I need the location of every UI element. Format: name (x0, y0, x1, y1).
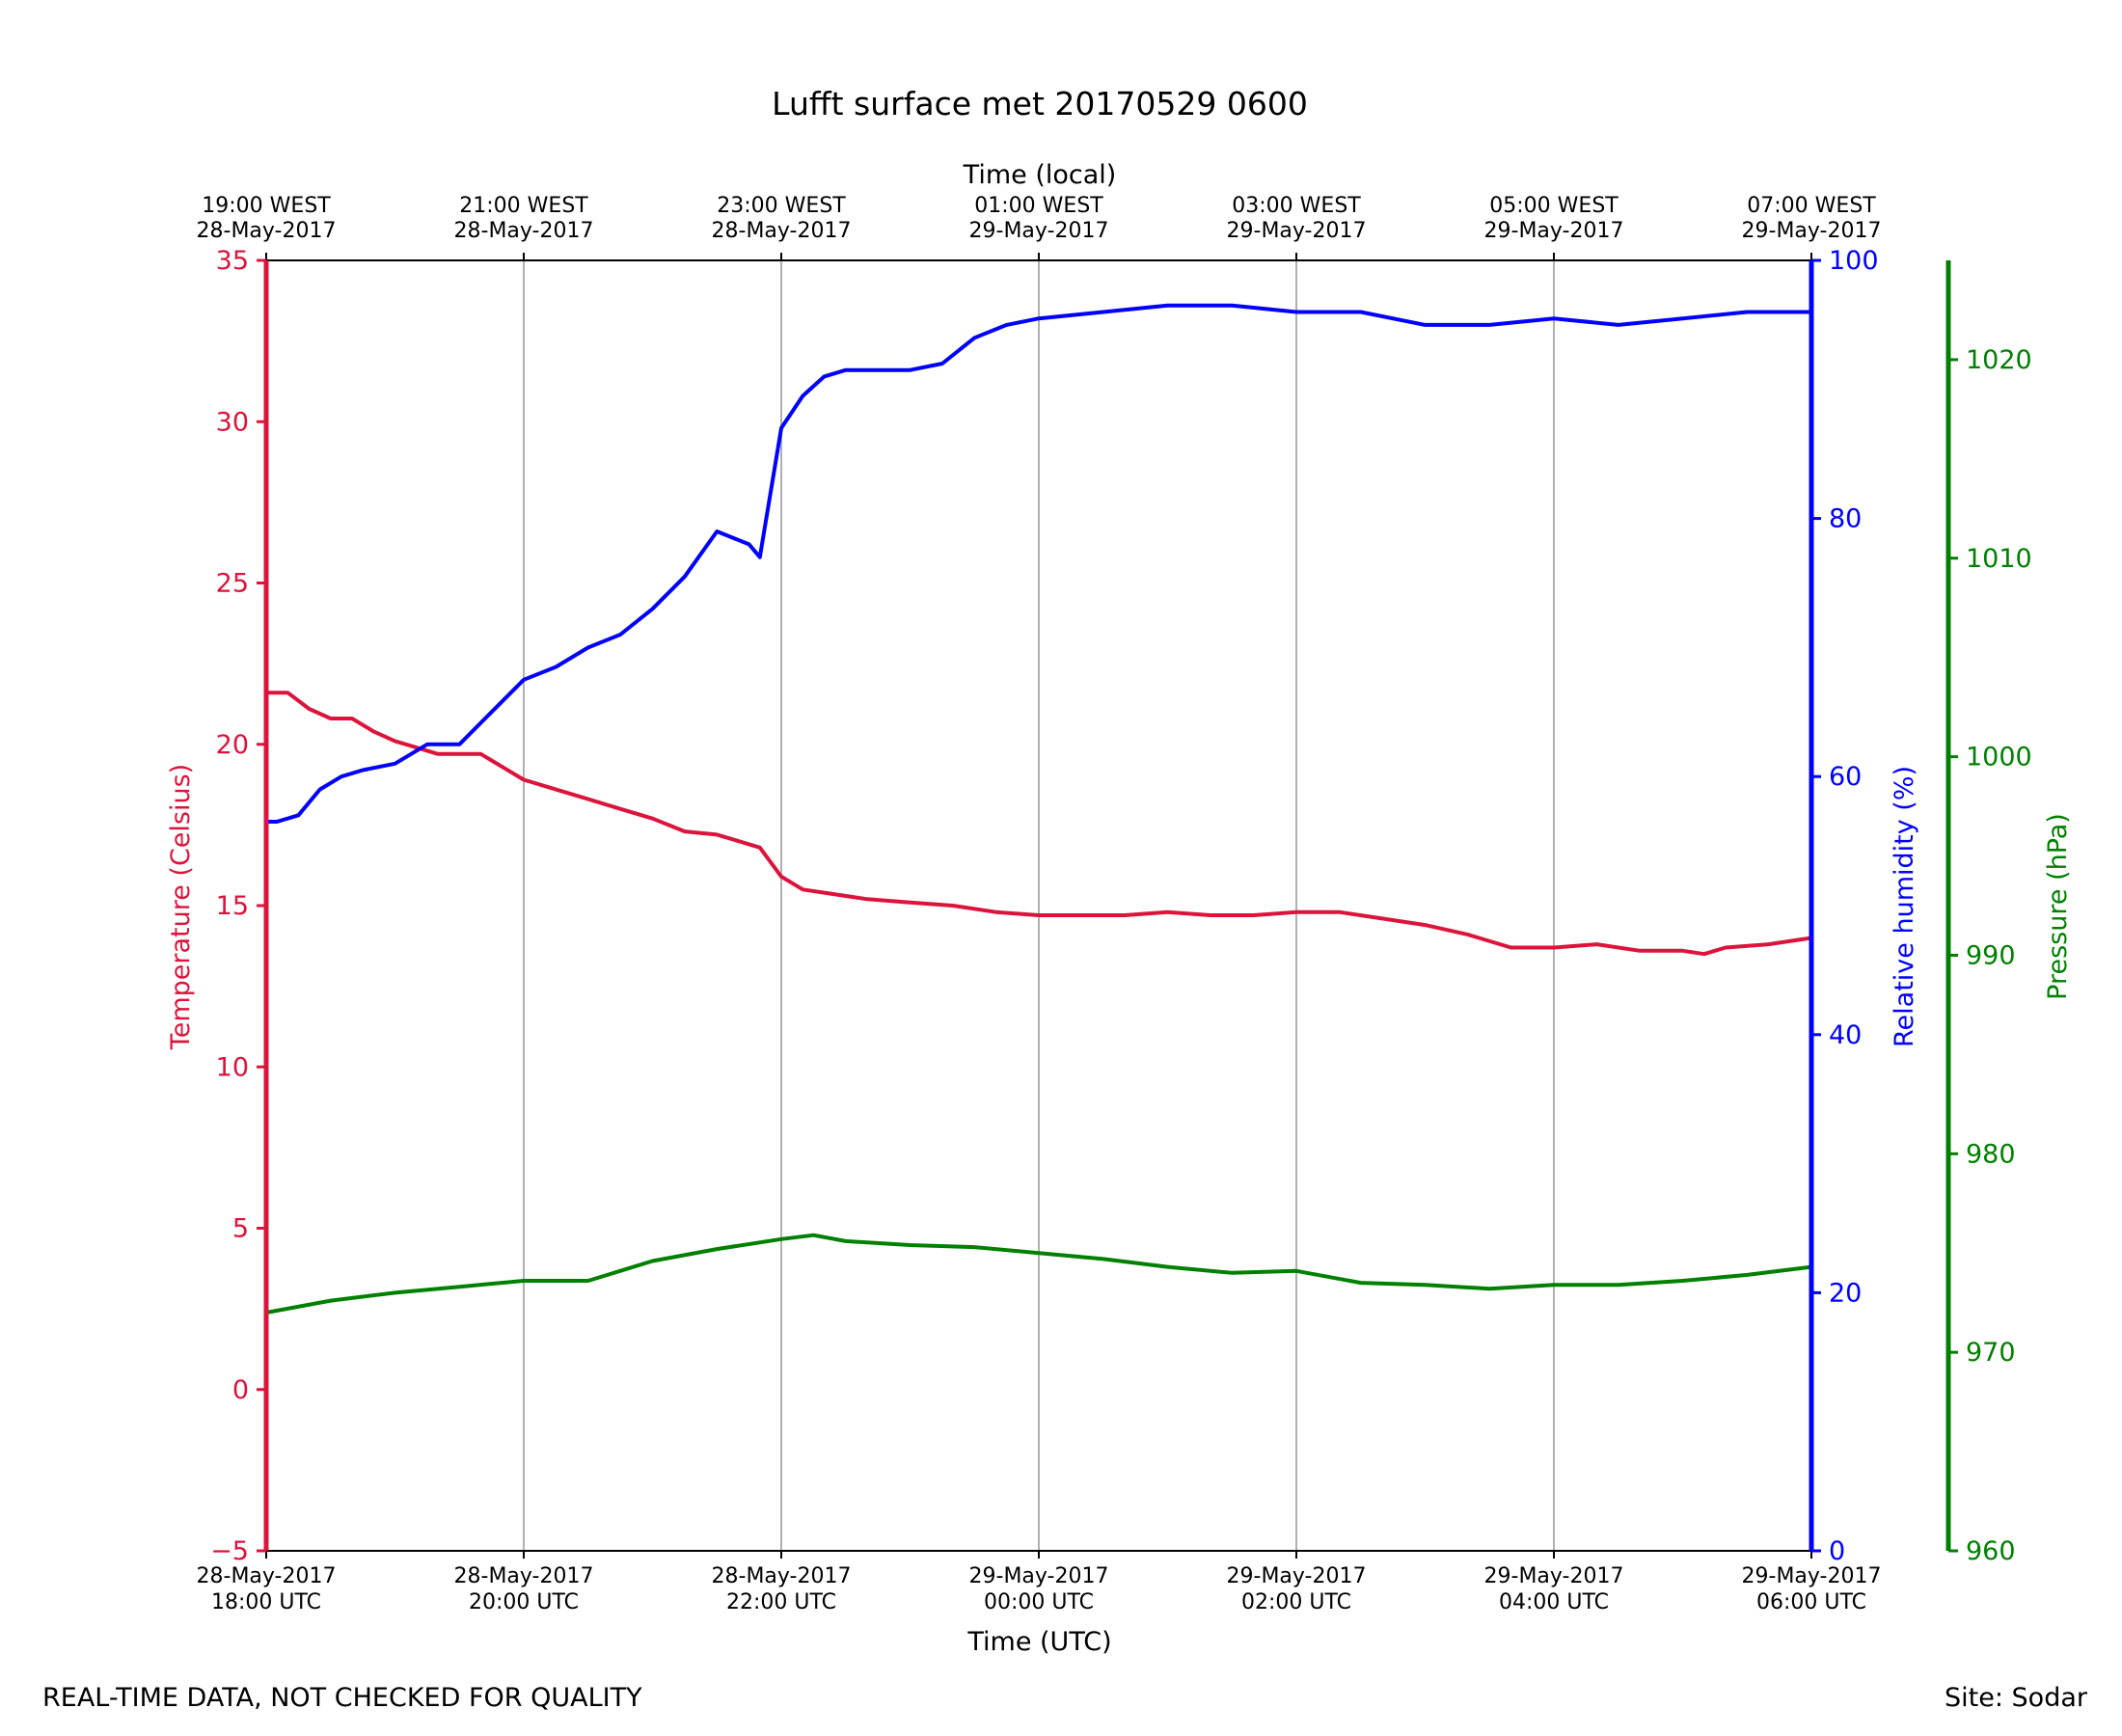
humidity-tick-label: 0 (1829, 1536, 1845, 1566)
pressure-tick-label: 1020 (1966, 345, 2032, 375)
series-lines (264, 303, 1813, 1315)
x-tick-label-local-date: 28-May-2017 (454, 219, 594, 243)
temperature-tick-label: 30 (216, 407, 249, 437)
pressure-tick-label: 990 (1966, 940, 2016, 970)
temperature-series-line (264, 691, 1813, 957)
temperature-tick-label: 10 (216, 1052, 249, 1082)
vertical-grid (523, 260, 1555, 1551)
humidity-tick-label: 40 (1829, 1020, 1862, 1050)
pressure-tick-label: 960 (1966, 1536, 2016, 1566)
temperature-tick-label: 25 (216, 569, 249, 599)
x-tick-label-utc-date: 29-May-2017 (1742, 1564, 1882, 1588)
humidity-series-line (264, 303, 1813, 824)
pressure-tick-label: 970 (1966, 1338, 2016, 1368)
temperature-tick-label: 15 (216, 891, 249, 921)
x-tick-label-local-time: 19:00 WEST (202, 194, 331, 218)
x-tick-label-local-time: 07:00 WEST (1747, 194, 1876, 218)
axes (257, 253, 1958, 1559)
x-tick-label-local-time: 01:00 WEST (974, 194, 1103, 218)
x-tick-label-local-date: 29-May-2017 (1484, 219, 1624, 243)
pressure-tick-label: 1000 (1966, 743, 2032, 773)
x-tick-label-utc-date: 28-May-2017 (712, 1564, 852, 1588)
x-tick-label-local-time: 21:00 WEST (459, 194, 588, 218)
x-tick-label-utc-date: 28-May-2017 (454, 1564, 594, 1588)
x-axis-utc-label: Time (UTC) (966, 1627, 1111, 1657)
x-tick-label-utc-date: 28-May-2017 (197, 1564, 337, 1588)
quality-note: REAL-TIME DATA, NOT CHECKED FOR QUALITY (42, 1683, 642, 1713)
x-tick-label-local-date: 28-May-2017 (712, 219, 852, 243)
x-tick-label-local-date: 29-May-2017 (969, 219, 1109, 243)
humidity-tick-label: 60 (1829, 762, 1862, 792)
temperature-axis-label: Temperature (Celsius) (166, 764, 196, 1050)
x-tick-label-local-time: 03:00 WEST (1232, 194, 1361, 218)
x-tick-label-utc-date: 29-May-2017 (1227, 1564, 1367, 1588)
x-tick-label-utc-time: 18:00 UTC (211, 1590, 321, 1614)
temperature-tick-label: −5 (210, 1536, 249, 1566)
x-tick-label-utc-date: 29-May-2017 (969, 1564, 1109, 1588)
humidity-tick-label: 20 (1829, 1278, 1862, 1308)
chart-title: Lufft surface met 20170529 0600 (772, 85, 1308, 122)
x-tick-label-utc-date: 29-May-2017 (1484, 1564, 1624, 1588)
x-axis-local-label: Time (local) (963, 160, 1117, 190)
temperature-tick-label: 5 (232, 1214, 249, 1244)
x-tick-label-local-date: 28-May-2017 (197, 219, 337, 243)
temperature-tick-label: 0 (232, 1375, 249, 1405)
x-tick-label-utc-time: 20:00 UTC (469, 1590, 579, 1614)
temperature-tick-label: 35 (216, 246, 249, 276)
x-tick-label-local-time: 05:00 WEST (1489, 194, 1619, 218)
x-tick-label-local-date: 29-May-2017 (1227, 219, 1367, 243)
pressure-tick-label: 1010 (1966, 544, 2032, 574)
pressure-axis-label: Pressure (hPa) (2043, 813, 2073, 1000)
x-tick-label-utc-time: 06:00 UTC (1756, 1590, 1866, 1614)
x-tick-label-utc-time: 04:00 UTC (1499, 1590, 1609, 1614)
humidity-tick-label: 80 (1829, 504, 1862, 534)
x-tick-label-utc-time: 00:00 UTC (984, 1590, 1094, 1614)
pressure-tick-label: 980 (1966, 1139, 2016, 1169)
pressure-series-line (264, 1233, 1813, 1315)
humidity-tick-label: 100 (1829, 246, 1879, 276)
humidity-axis-label: Relative humidity (%) (1890, 766, 1919, 1047)
site-note: Site: Sodar (1945, 1683, 2088, 1713)
x-tick-label-local-time: 23:00 WEST (717, 194, 846, 218)
temperature-tick-label: 20 (216, 730, 249, 760)
x-tick-label-utc-time: 22:00 UTC (726, 1590, 836, 1614)
x-tick-label-local-date: 29-May-2017 (1742, 219, 1882, 243)
x-tick-label-utc-time: 02:00 UTC (1241, 1590, 1351, 1614)
